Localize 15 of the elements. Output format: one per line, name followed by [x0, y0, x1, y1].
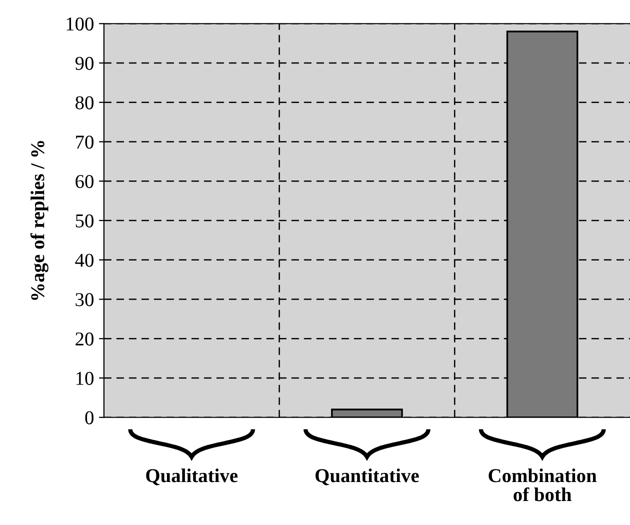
y-tick-label: 0: [85, 411, 94, 424]
x-tick-label: Qualitative: [146, 468, 238, 486]
y-tick-label: 100: [66, 17, 94, 31]
y-tick-label: 30: [76, 293, 94, 306]
y-tick-label: 80: [76, 96, 94, 110]
y-tick-label: 70: [76, 136, 94, 149]
x-tick-label: Combination of both: [488, 468, 597, 502]
y-axis-title: %age of replies / %: [30, 140, 48, 300]
x-tick-label: Quantitative: [316, 468, 419, 486]
y-tick-label: 10: [76, 372, 94, 385]
y-tick-label: 60: [76, 174, 94, 188]
y-tick-label: 20: [76, 332, 94, 346]
y-tick-label: 50: [76, 214, 94, 228]
y-tick-label: 40: [75, 254, 94, 267]
y-tick-label: 90: [75, 56, 94, 70]
